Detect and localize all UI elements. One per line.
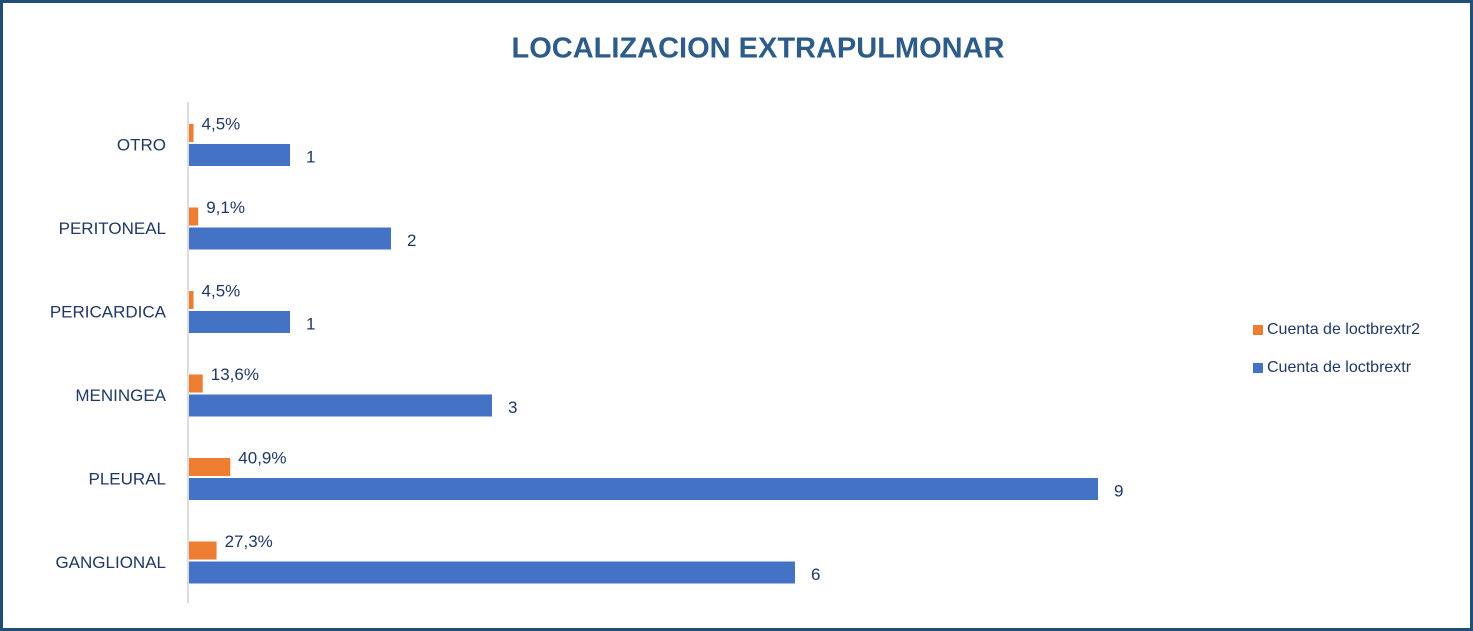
data-label: 9,1% [206, 198, 245, 217]
data-label: 2 [407, 231, 416, 250]
legend-label: Cuenta de loctbrextr [1267, 359, 1412, 376]
legend-label: Cuenta de loctbrextr2 [1267, 321, 1420, 338]
y-tick-label: PERICARDICA [50, 302, 167, 321]
bar [189, 478, 1098, 500]
data-label: 13,6% [211, 365, 259, 384]
chart-title: LOCALIZACION EXTRAPULMONAR [512, 33, 1005, 65]
data-label: 3 [508, 398, 517, 417]
y-tick-label: MENINGEA [75, 386, 166, 405]
y-tick-label: GANGLIONAL [55, 553, 166, 572]
y-tick-label: PLEURAL [89, 469, 166, 488]
y-tick-label: PERITONEAL [59, 219, 166, 238]
bar [189, 374, 203, 393]
bar [189, 124, 194, 142]
bar [189, 227, 391, 250]
data-label: 4,5% [202, 114, 241, 133]
bar [189, 144, 290, 166]
bar [189, 207, 199, 226]
bar [189, 458, 231, 476]
bar [189, 311, 290, 333]
data-label: 4,5% [202, 281, 241, 300]
data-label: 1 [306, 147, 315, 166]
data-label: 1 [306, 314, 315, 333]
legend-swatch [1253, 363, 1263, 373]
bar [189, 561, 795, 584]
bar [189, 291, 194, 309]
legend-swatch [1253, 325, 1263, 335]
bar [189, 394, 492, 417]
data-label: 9 [1114, 481, 1123, 500]
data-label: 27,3% [225, 532, 273, 551]
data-label: 6 [811, 565, 820, 584]
data-label: 40,9% [238, 448, 286, 467]
bar [189, 541, 217, 560]
y-tick-label: OTRO [117, 135, 166, 154]
